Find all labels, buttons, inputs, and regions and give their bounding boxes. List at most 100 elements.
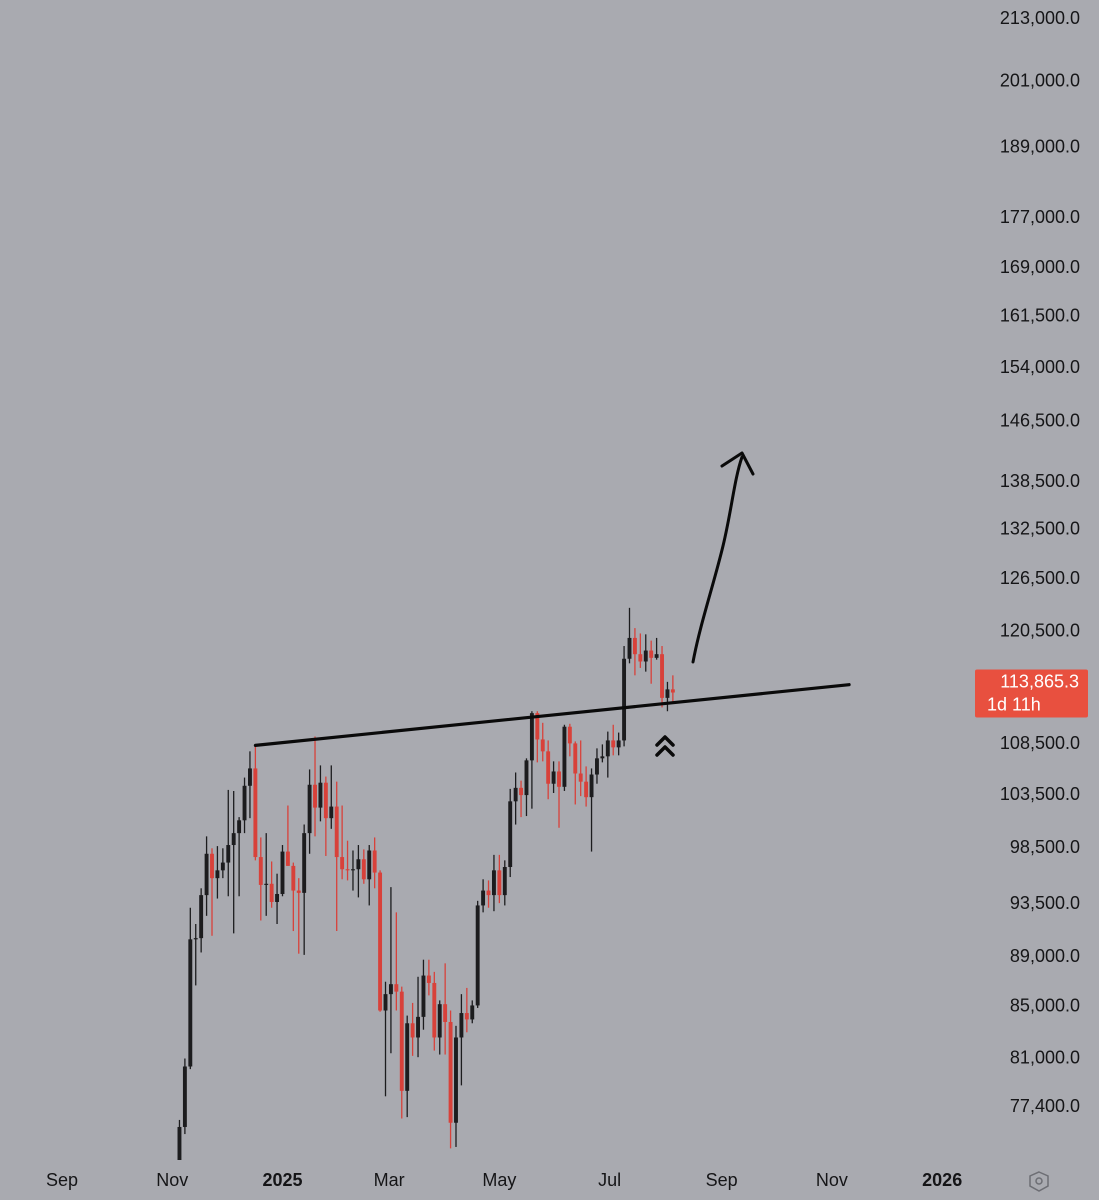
countdown-label: 1d 11h <box>987 694 1041 714</box>
candle-body <box>204 853 209 896</box>
candle-body <box>199 895 204 939</box>
x-tick-label: Mar <box>374 1170 405 1190</box>
candle-body <box>540 739 545 752</box>
plot-area <box>177 607 675 1160</box>
candle-body <box>578 773 583 782</box>
x-tick-label: Nov <box>156 1170 188 1190</box>
y-tick-label: 81,000.0 <box>1010 1047 1080 1067</box>
candle-body <box>605 740 610 757</box>
candle-body <box>437 1004 442 1038</box>
candle-body <box>464 1013 469 1020</box>
candle-body <box>356 859 361 870</box>
candle-body <box>275 893 280 902</box>
candle-body <box>519 787 524 796</box>
x-tick-label: Nov <box>816 1170 848 1190</box>
y-tick-label: 177,000.0 <box>1000 207 1080 227</box>
candle-body <box>237 820 242 834</box>
candle-body <box>481 890 486 906</box>
candle-body <box>285 851 290 866</box>
x-tick-label: Sep <box>46 1170 78 1190</box>
candle-body <box>253 768 258 858</box>
candle-body <box>291 865 296 891</box>
y-tick-label: 120,500.0 <box>1000 620 1080 640</box>
candle-body <box>595 758 599 775</box>
arrow-annotation <box>691 455 744 664</box>
settings-icon-center[interactable] <box>1035 1177 1043 1185</box>
y-tick-label: 161,500.0 <box>1000 306 1080 326</box>
candle-body <box>334 806 339 858</box>
candle-body <box>242 785 247 821</box>
candle-body <box>340 857 345 870</box>
candle-body <box>502 867 507 896</box>
x-tick-label: Sep <box>706 1170 738 1190</box>
candle-body <box>443 1004 448 1022</box>
candle-body <box>280 851 285 894</box>
candle-body <box>367 850 372 880</box>
candle-body <box>562 726 567 787</box>
candle-body <box>632 637 637 655</box>
candle-body <box>573 743 578 774</box>
candle-body <box>296 890 301 893</box>
candle-body <box>193 938 198 940</box>
x-tick-label: 2025 <box>262 1170 302 1190</box>
candle-body <box>557 771 561 787</box>
candle-body <box>361 859 366 880</box>
candle-body <box>546 751 551 784</box>
candle-body <box>231 833 236 846</box>
x-axis: Sep Nov 2025 Mar May Jul Sep Nov 2026 <box>46 1170 962 1190</box>
candle-body <box>660 654 664 698</box>
candle-body <box>378 872 383 1011</box>
candle-body <box>323 782 328 819</box>
candle-body <box>269 883 274 902</box>
settings-icon[interactable] <box>1029 1171 1049 1192</box>
candle-body <box>307 784 312 834</box>
candle-body <box>491 870 496 896</box>
candle-body <box>188 939 193 1067</box>
candle-body <box>426 975 431 983</box>
y-tick-label: 138,500.0 <box>1000 471 1080 491</box>
y-tick-label: 93,500.0 <box>1010 893 1080 913</box>
candle-body <box>529 713 534 761</box>
candle-body <box>567 726 572 744</box>
candle-body <box>454 1037 458 1123</box>
candle-body <box>313 784 317 808</box>
candle-body <box>470 1005 475 1020</box>
y-tick-label: 213,000.0 <box>1000 8 1080 28</box>
candle-body <box>432 982 437 1038</box>
candle-body <box>372 850 377 873</box>
candle-body <box>264 883 269 885</box>
arrow-head <box>720 451 755 476</box>
y-tick-label: 189,000.0 <box>1000 137 1080 157</box>
candle-body <box>627 637 632 659</box>
candle-body <box>405 1023 410 1091</box>
candle-body <box>513 787 518 802</box>
y-tick-label: 169,000.0 <box>1000 257 1080 277</box>
candle-body <box>589 774 594 798</box>
candle-body <box>421 975 426 1017</box>
candle-body <box>524 760 529 796</box>
candle-body <box>486 890 491 896</box>
candle-body <box>220 862 225 871</box>
y-tick-label: 154,000.0 <box>1000 357 1080 377</box>
candle-body <box>345 869 350 871</box>
candle-body <box>649 650 654 658</box>
candle-body <box>399 991 404 1091</box>
candle-body <box>611 740 616 748</box>
candle-body <box>665 689 670 698</box>
candle-body <box>459 1013 464 1038</box>
y-tick-label: 108,500.0 <box>1000 733 1080 753</box>
candle-body <box>394 984 399 992</box>
candle-body <box>351 869 355 871</box>
candle-body <box>248 768 252 786</box>
candle-body <box>616 740 621 748</box>
double-chevron-icon <box>655 735 675 757</box>
candle-body <box>318 782 323 808</box>
candle-body <box>643 650 648 662</box>
y-tick-label: 89,000.0 <box>1010 946 1080 966</box>
y-axis: 213,000.0 201,000.0 189,000.0 177,000.0 169,… <box>1000 8 1080 1116</box>
candle-body <box>215 870 220 879</box>
candle-body <box>329 806 334 819</box>
y-tick-label: 103,500.0 <box>1000 784 1080 804</box>
candle-body <box>670 689 675 693</box>
